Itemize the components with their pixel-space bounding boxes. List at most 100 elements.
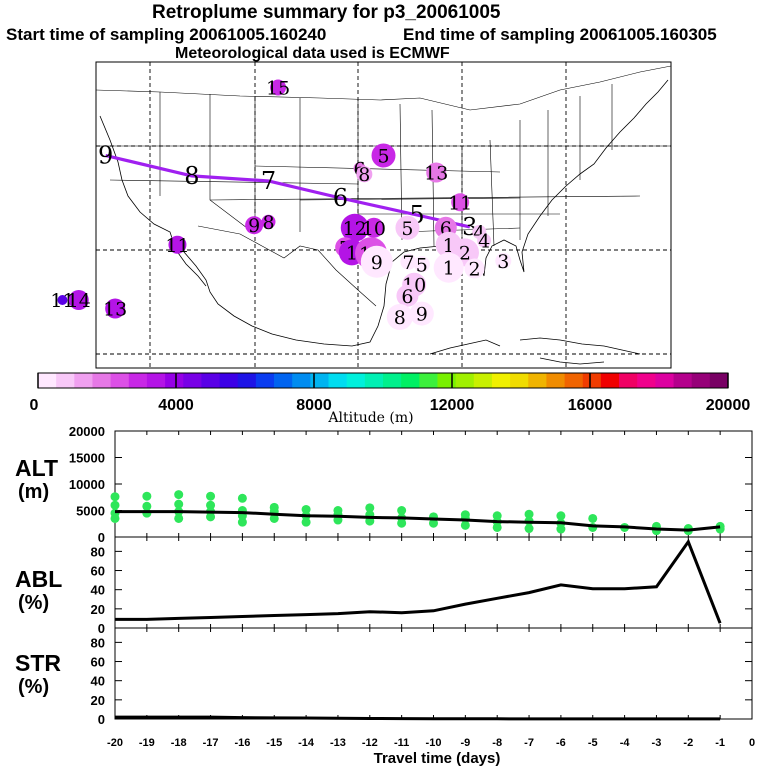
particle-cluster: 4 [477,231,492,253]
cluster-day-label: 14 [67,290,91,312]
alt-y-tick-label: 0 [98,530,105,545]
alt-scatter-point [492,511,502,521]
cluster-marker [426,162,447,183]
particle-cluster: 13 [103,298,127,321]
alt-scatter-point [588,513,598,523]
alt-scatter-point [142,501,152,511]
x-tick-label: -2 [683,737,693,749]
alt-scatter-point [524,509,534,519]
cluster-day-label: 13 [424,163,448,185]
str-series-line [115,715,721,721]
alt-panel: 0 5000 10000 15000 20000 [69,424,753,545]
alt-scatter-point [142,491,152,501]
cluster-marker [495,252,512,269]
x-tick-label: -4 [620,737,631,749]
abl-panel-label: ABL [15,566,63,592]
colorbar-cell [383,373,402,388]
x-tick-label: -18 [171,737,187,749]
colorbar-cell [564,373,584,388]
x-axis-label: Travel time (days) [374,750,501,767]
alt-scatter-point [269,513,279,523]
cluster-day-label: 2 [459,242,471,264]
colorbar-cell [637,373,656,388]
alt-scatter-point [206,491,216,501]
x-tick-label: -1 [715,737,725,749]
alt-scatter-point [269,502,279,512]
str-panel-label: STR [15,650,61,676]
cluster-day-label: 10 [362,218,386,240]
colorbar-cell [328,373,348,388]
colorbar-tick-label: 12000 [430,397,475,414]
cluster-marker [395,215,420,240]
cluster-day-label: 13 [103,299,127,321]
track-day-label: 6 [333,184,348,212]
particle-cluster: 1 [433,252,464,283]
colorbar-cell [110,373,130,388]
x-tick-label: -13 [330,737,346,749]
str-y-tick-label: 0 [98,712,105,727]
particle-cluster: 13 [424,162,448,185]
cluster-marker [396,284,419,307]
particle-cluster: 14 [67,290,91,312]
alt-y-tick-label: 10000 [69,477,105,492]
cluster-day-label: 7 [402,252,414,274]
alt-scatter-point [237,493,247,503]
abl-y-tick-label: 0 [98,621,105,636]
cluster-day-label: 11 [448,192,472,214]
particle-cluster: 6 [396,284,419,308]
cluster-marker [270,79,287,96]
str-y-tick-label: 20 [91,693,105,708]
cluster-day-label: 1 [346,242,358,264]
colorbar-cell [346,373,366,388]
particle-cluster: 8 [261,212,276,234]
cluster-marker [451,193,470,212]
colorbar-cell [473,373,493,388]
alt-panel-unit: (m) [18,481,50,503]
colorbar-cell [528,373,547,388]
particle-cluster: 12 [340,213,369,242]
alt-scatter-point [460,510,470,520]
cluster-marker [400,253,417,270]
colorbar-cell [74,373,93,388]
cluster-marker [464,258,485,279]
cluster-marker [363,217,384,238]
x-tick-label: -10 [426,737,442,749]
cluster-day-label: 5 [401,218,413,240]
sampling-end: End time of sampling 20061005.160305 [403,25,717,44]
colorbar-cell [219,373,239,388]
chart-title: Retroplume summary for p3_20061005 [152,2,501,23]
str-y-tick-label: 60 [91,655,105,670]
x-tick-label: -3 [652,737,662,749]
x-tick-label: 0 [749,737,755,749]
alt-scatter-point [333,506,343,515]
cluster-marker [340,213,369,242]
cluster-day-label: 15 [266,78,290,100]
alt-scatter-point [397,506,407,515]
colorbar-tick-label: 8000 [296,397,332,414]
alt-scatter-point [556,511,566,521]
cluster-day-label: 8 [358,164,370,186]
x-tick-label: -20 [107,737,123,749]
border-canada-us [95,65,672,111]
particle-cluster: 8 [386,304,413,330]
x-tick-label: -15 [266,737,282,749]
colorbar-cell [274,373,293,388]
track-day-labels: 98 765 3 [98,142,477,241]
colorbar-cell [437,373,457,388]
alt-scatter-point [301,517,311,527]
alt-scatter-point [110,500,120,510]
colorbar-tick-label: 20000 [706,397,751,414]
cluster-day-label: 6 [401,286,413,308]
colorbar-cell [255,373,275,388]
particle-cluster: 7 [400,252,417,274]
colorbar-cell [619,373,638,388]
alt-scatter-point [460,520,470,530]
x-tick-label: -9 [460,737,470,749]
abl-frame [114,536,753,629]
colorbar-cell [237,373,257,388]
colorbar-cell [673,373,693,388]
colorbar-cell [510,373,529,388]
x-tick-label: -6 [556,737,566,749]
